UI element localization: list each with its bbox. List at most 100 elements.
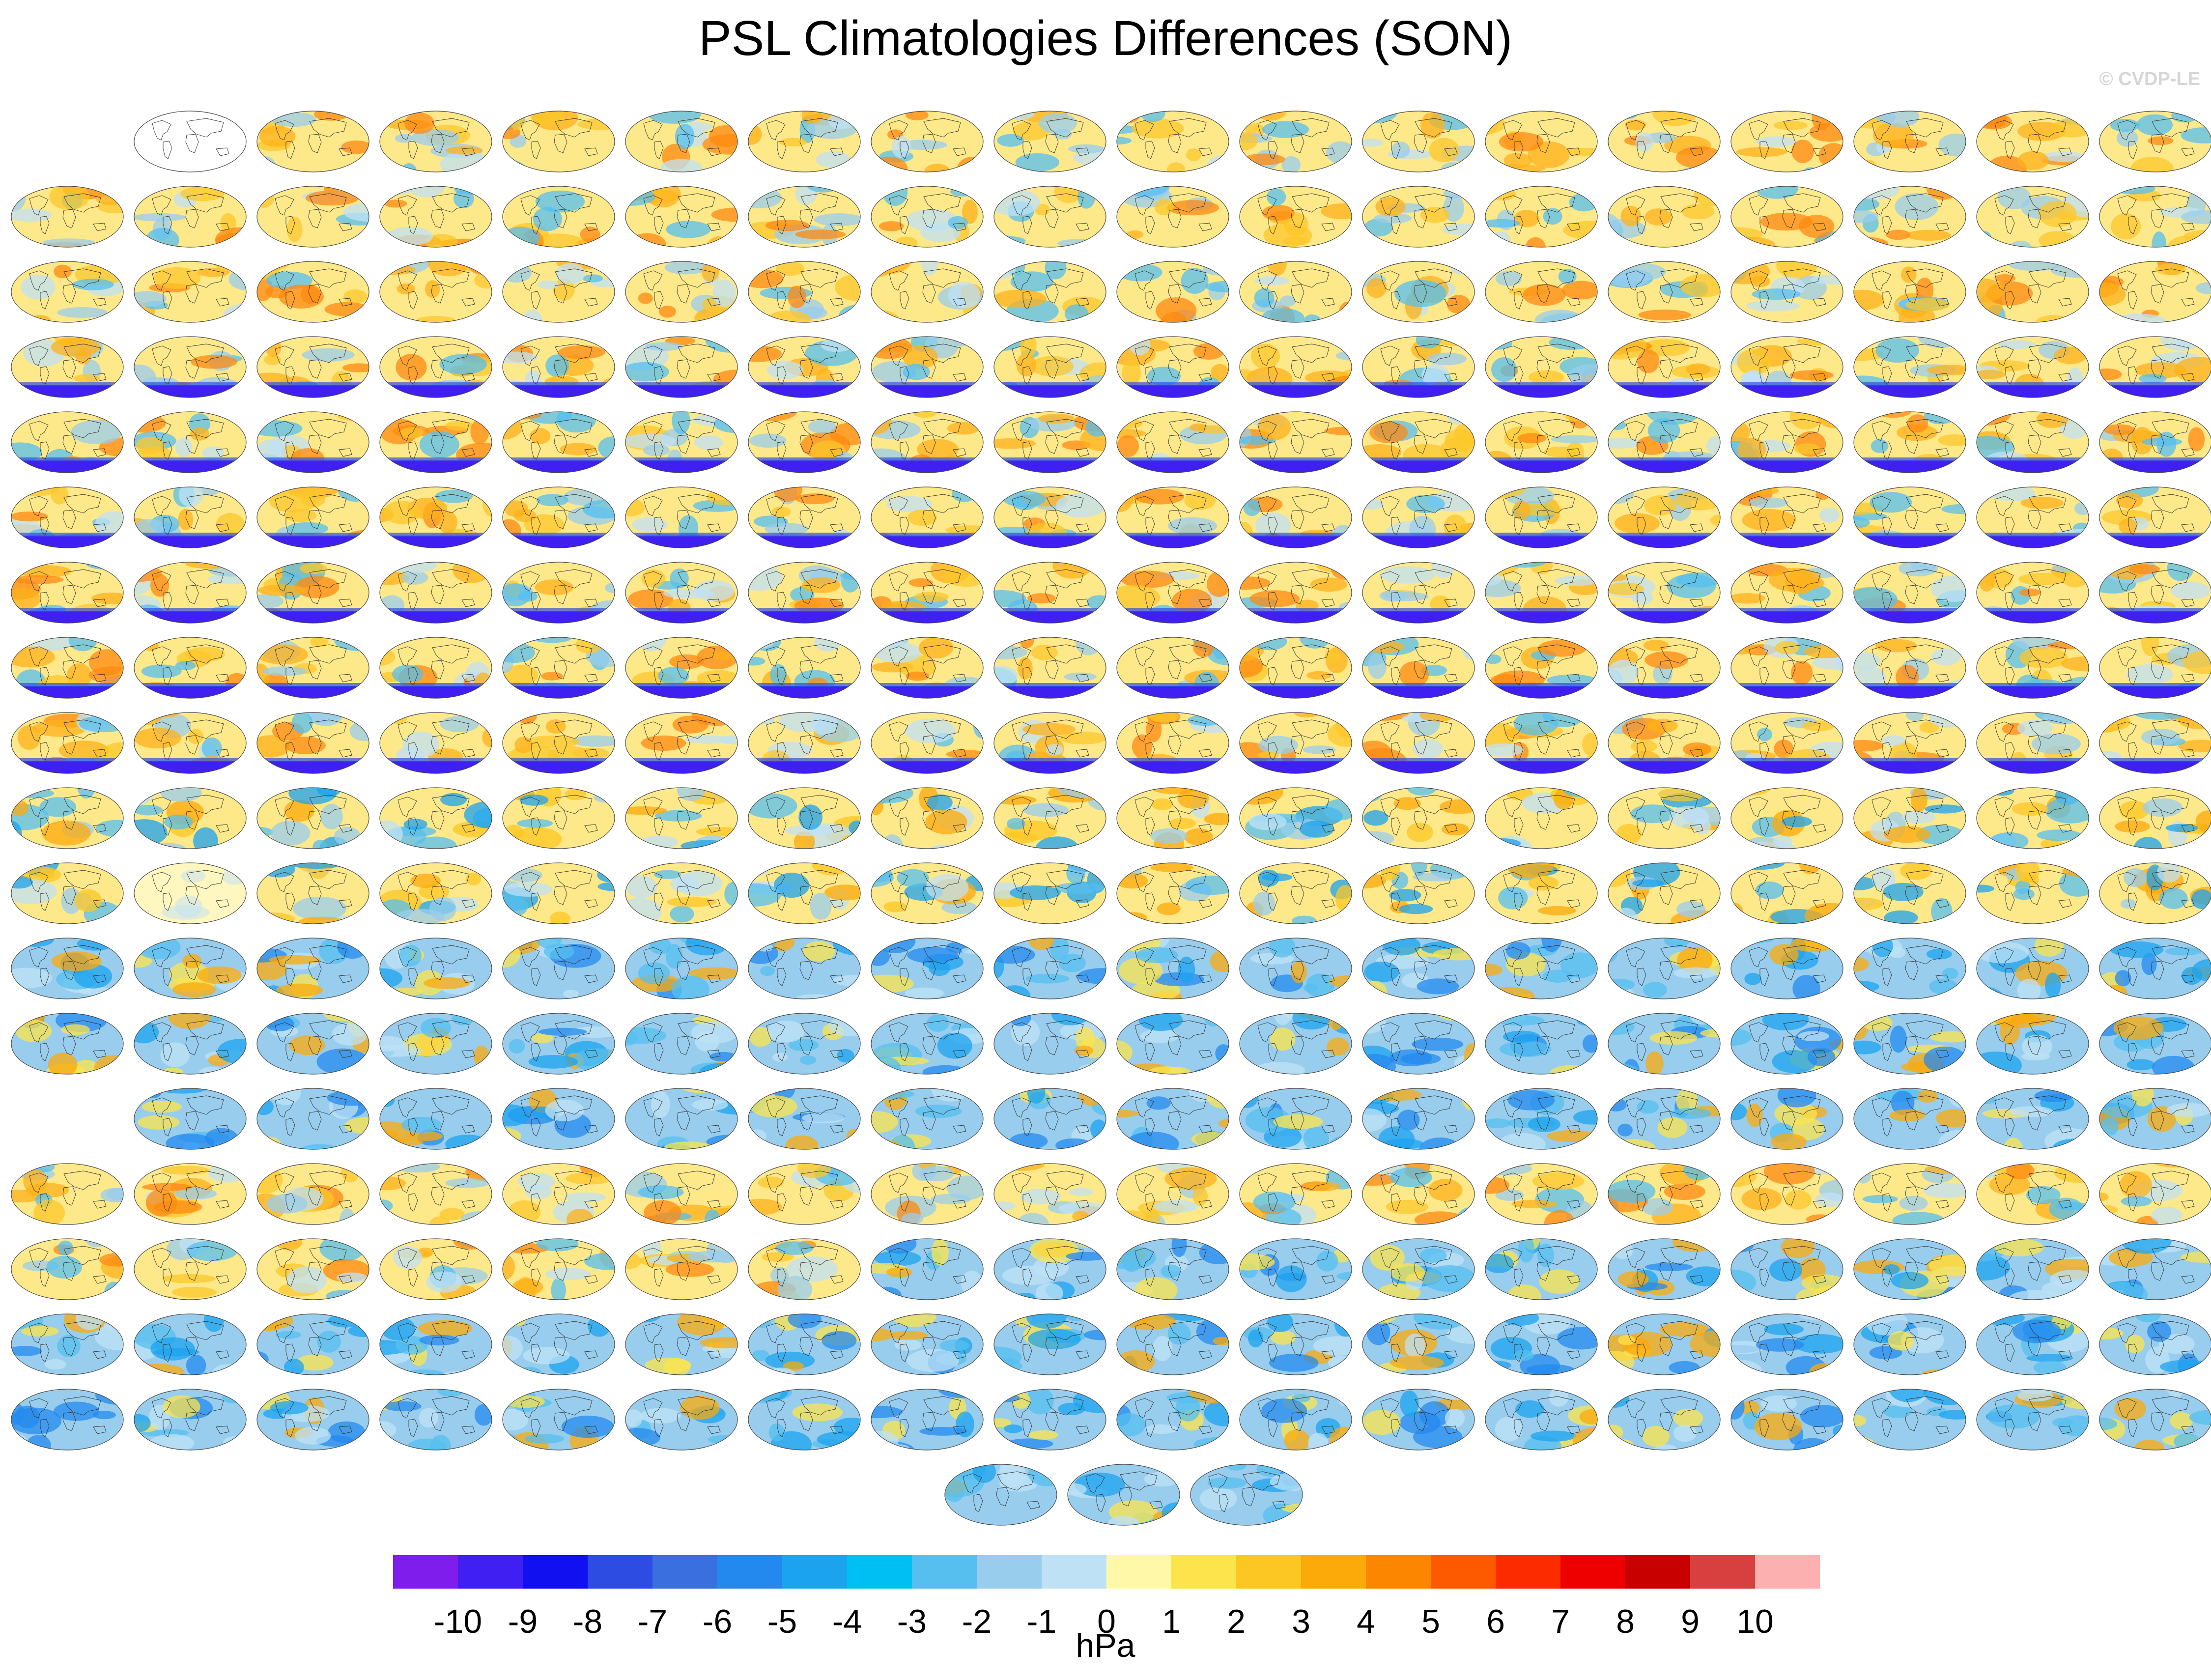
globe-map: [1362, 862, 1475, 924]
globe-map: [1116, 1389, 1229, 1451]
globe-map: [379, 261, 492, 323]
globe-map: [1485, 637, 1598, 699]
globe-map: [1362, 562, 1475, 624]
globe-map: [1362, 1163, 1475, 1225]
map-panel: [252, 1379, 374, 1452]
globe-map: [1976, 111, 2089, 172]
map-panel: [129, 853, 252, 926]
colorbar-tick-label: 0: [1097, 1603, 1116, 1640]
globe-map: [1608, 1313, 1721, 1375]
globe-map: [1976, 1088, 2089, 1150]
globe-map: [134, 1389, 247, 1451]
globe-map: [1362, 486, 1475, 548]
globe-map: [871, 486, 984, 548]
map-panel: [1111, 853, 1234, 926]
globe-map: [748, 1238, 861, 1300]
globe-map: [2099, 486, 2211, 548]
map-panel: [1726, 1304, 1848, 1377]
globe-map: [502, 1163, 615, 1225]
globe-map: [1239, 1313, 1352, 1375]
map-panel: [1234, 853, 1357, 926]
globe-map: [1485, 261, 1598, 323]
map-panel: [743, 777, 866, 851]
globe-map: [1485, 1238, 1598, 1300]
map-panel: [620, 477, 743, 550]
map-panel: [1111, 176, 1234, 250]
globe-map: [944, 1464, 1057, 1526]
colorbar-tick-label: 3: [1292, 1603, 1310, 1640]
map-panel: [1234, 1153, 1357, 1227]
map-panel: [989, 1379, 1111, 1452]
map-panel: [252, 1228, 374, 1302]
map-panel: [1726, 928, 1848, 1001]
globe-map: [2099, 562, 2211, 624]
map-panel: [497, 627, 620, 701]
map-panel: [866, 627, 989, 701]
globe-map: [993, 1088, 1106, 1150]
globe-map: [1608, 1088, 1721, 1150]
globe-map: [1116, 111, 1229, 172]
globe-map: [11, 862, 124, 924]
globe-map: [1608, 336, 1721, 398]
globe-map: [625, 787, 738, 849]
map-panel: [743, 401, 866, 475]
colorbar-swatch: [458, 1555, 523, 1589]
map-panel: [989, 176, 1111, 250]
colorbar-tick-label: 2: [1227, 1603, 1246, 1640]
map-panel: [6, 777, 129, 851]
colorbar-swatch: [523, 1555, 588, 1589]
globe-map: [502, 712, 615, 774]
map-panel: [1603, 1078, 1726, 1152]
globe-map: [1116, 938, 1229, 999]
globe-map: [993, 486, 1106, 548]
globe-map: [379, 787, 492, 849]
globe-map: [1485, 712, 1598, 774]
globe-map: [134, 712, 247, 774]
map-panel: [129, 251, 252, 325]
figure-title: PSL Climatologies Differences (SON): [698, 11, 1513, 66]
globe-map: [993, 637, 1106, 699]
globe-map: [1976, 1389, 2089, 1451]
map-panel: [374, 101, 497, 174]
colorbar-unit: hPa: [1076, 1627, 1135, 1664]
globe-map: [2099, 862, 2211, 924]
map-panel: [6, 176, 129, 250]
globe-map: [134, 1163, 247, 1225]
map-panel: [1357, 401, 1480, 475]
globe-map: [1362, 336, 1475, 398]
globe-map: [625, 1013, 738, 1075]
map-panel: [1971, 777, 2094, 851]
globe-map: [1608, 938, 1721, 999]
globe-map: [1239, 1163, 1352, 1225]
globe-map: [502, 1389, 615, 1451]
map-panel: [374, 401, 497, 475]
globe-map: [1853, 186, 1966, 248]
map-panel: [1357, 1078, 1480, 1152]
globe-map: [134, 186, 247, 248]
map-panel: [1726, 552, 1848, 626]
map-panel: [1480, 1228, 1603, 1302]
map-panel: [620, 702, 743, 776]
map-panel: [1726, 401, 1848, 475]
map-panel: [374, 1078, 497, 1152]
panel-grid: [6, 101, 2211, 1526]
globe-map: [502, 862, 615, 924]
map-panel: [1234, 1078, 1357, 1152]
colorbar-swatch: [1560, 1555, 1625, 1589]
map-panel: [1480, 1304, 1603, 1377]
colorbar-swatch: [1431, 1555, 1496, 1589]
globe-map: [871, 712, 984, 774]
map-panel: [1848, 853, 1971, 926]
globe-map: [379, 411, 492, 473]
globe-map: [748, 562, 861, 624]
globe-map: [1608, 411, 1721, 473]
colorbar-swatch: [1690, 1555, 1755, 1589]
map-panel: [1480, 627, 1603, 701]
globe-map: [134, 637, 247, 699]
map-panel: [1971, 1153, 2094, 1227]
map-panel: [6, 326, 129, 400]
map-panel: [866, 702, 989, 776]
map-panel: [1234, 1003, 1357, 1077]
map-panel: [129, 1379, 252, 1452]
globe-map: [625, 186, 738, 248]
